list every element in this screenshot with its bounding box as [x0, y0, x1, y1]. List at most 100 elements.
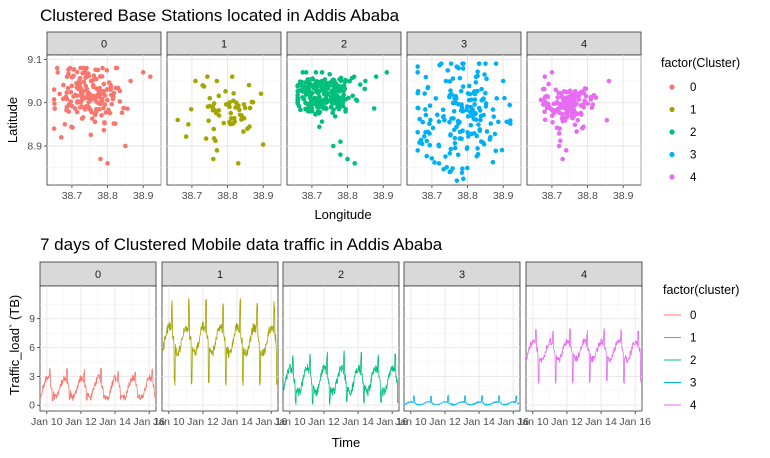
- facet-panel-2: 2 38.7 38.8 38.9: [286, 31, 402, 202]
- point-cluster-0: [102, 102, 108, 107]
- facet-strip-2: [282, 261, 400, 287]
- gridlines: [283, 286, 399, 411]
- point-cluster-3: [476, 61, 482, 66]
- facet-strip-label-2: 2: [338, 269, 344, 281]
- point-cluster-3: [484, 129, 490, 134]
- point-cluster-1: [231, 98, 236, 104]
- point-cluster-0: [89, 116, 95, 121]
- point-cluster-4: [579, 112, 584, 117]
- point-cluster-3: [478, 117, 483, 123]
- point-cluster-2: [328, 94, 334, 100]
- point-cluster-3: [427, 142, 433, 148]
- point-cluster-3: [448, 146, 454, 152]
- x-tick-label: Jan 10: [31, 416, 63, 428]
- point-cluster-0: [74, 109, 80, 115]
- point-cluster-3: [494, 96, 500, 101]
- y-axis: 0 3 6 9: [29, 313, 40, 412]
- point-cluster-0: [58, 135, 64, 140]
- point-cluster-1: [245, 126, 250, 131]
- point-cluster-0: [108, 85, 113, 91]
- point-cluster-3: [428, 117, 433, 123]
- point-cluster-0: [84, 88, 90, 93]
- point-cluster-3: [479, 86, 484, 92]
- point-cluster-4: [581, 102, 586, 107]
- legend-top: factor(Cluster) 0 1 2 3 4: [661, 56, 740, 184]
- point-cluster-3: [424, 138, 430, 144]
- x-tick-label: Jan 12: [187, 416, 219, 428]
- point-cluster-3: [473, 80, 479, 85]
- x-tick-label: Jan 16: [376, 416, 408, 428]
- legend-label-3: 3: [690, 378, 696, 390]
- point-cluster-4: [606, 78, 612, 84]
- point-cluster-4: [550, 120, 555, 125]
- point-cluster-1: [227, 119, 232, 125]
- point-cluster-0: [109, 101, 115, 107]
- facet-panel-0: 0 38.7 38.8 38.9: [46, 31, 162, 202]
- point-cluster-0: [98, 156, 103, 162]
- gridlines: [407, 55, 522, 185]
- point-cluster-0: [60, 96, 66, 102]
- point-cluster-0: [102, 93, 108, 98]
- point-cluster-4: [590, 102, 596, 107]
- point-cluster-3: [502, 95, 507, 101]
- legend-key-2: [669, 129, 675, 135]
- point-cluster-3: [496, 119, 501, 125]
- point-cluster-2: [347, 78, 352, 84]
- x-tick-label: 38.8: [337, 190, 358, 202]
- point-cluster-2: [363, 78, 368, 84]
- traffic-line-cluster-0: [39, 367, 156, 402]
- point-cluster-2: [330, 101, 335, 107]
- point-cluster-1: [246, 82, 252, 88]
- point-cluster-3: [490, 107, 496, 112]
- point-cluster-1: [236, 103, 241, 108]
- point-cluster-4: [565, 113, 570, 118]
- point-cluster-1: [205, 104, 211, 109]
- point-cluster-3: [477, 127, 483, 132]
- point-cluster-2: [341, 97, 347, 102]
- traffic-line-cluster-1: [161, 298, 278, 386]
- point-cluster-4: [549, 113, 555, 119]
- facet-strip-4: [525, 261, 643, 287]
- point-cluster-0: [101, 127, 107, 133]
- point-cluster-2: [298, 107, 303, 113]
- facet-panel-4: 4 Jan 10 Jan 12 Jan 14 Jan 16: [517, 261, 651, 428]
- point-cluster-2: [304, 101, 310, 107]
- y-tick-label: 9.1: [27, 54, 42, 66]
- series-0: [39, 367, 156, 402]
- point-cluster-4: [556, 90, 561, 96]
- x-tick-label: Jan 12: [551, 416, 583, 428]
- point-cluster-2: [362, 86, 368, 92]
- point-cluster-3: [450, 76, 456, 81]
- legend-label-1: 1: [690, 105, 696, 117]
- point-cluster-0: [77, 75, 83, 81]
- facet-strip-0: [39, 261, 157, 287]
- point-cluster-2: [343, 106, 348, 112]
- legend-key-0: [669, 84, 675, 90]
- point-cluster-3: [422, 107, 428, 112]
- point-cluster-3: [457, 119, 462, 125]
- point-cluster-3: [464, 145, 470, 150]
- x-tick-label: Jan 10: [395, 416, 427, 428]
- point-cluster-0: [114, 65, 120, 71]
- point-cluster-4: [564, 89, 569, 95]
- point-cluster-3: [447, 151, 453, 156]
- point-cluster-0: [128, 78, 133, 84]
- point-cluster-2: [343, 77, 348, 83]
- point-cluster-2: [319, 119, 325, 124]
- point-cluster-2: [322, 77, 328, 82]
- point-cluster-4: [556, 143, 562, 149]
- point-cluster-0: [87, 106, 92, 112]
- point-cluster-3: [429, 156, 435, 161]
- point-cluster-1: [214, 148, 220, 153]
- point-cluster-0: [99, 74, 105, 79]
- point-cluster-4: [563, 148, 569, 153]
- point-cluster-0: [103, 110, 109, 115]
- x-tick-label: Jan 12: [308, 416, 340, 428]
- point-cluster-3: [459, 105, 465, 111]
- point-cluster-0: [82, 107, 88, 112]
- facet-panel-1: 1 38.7 38.8 38.9: [166, 31, 282, 202]
- y-tick-label: 8.9: [27, 141, 42, 153]
- point-cluster-3: [472, 102, 477, 107]
- point-cluster-0: [94, 106, 99, 112]
